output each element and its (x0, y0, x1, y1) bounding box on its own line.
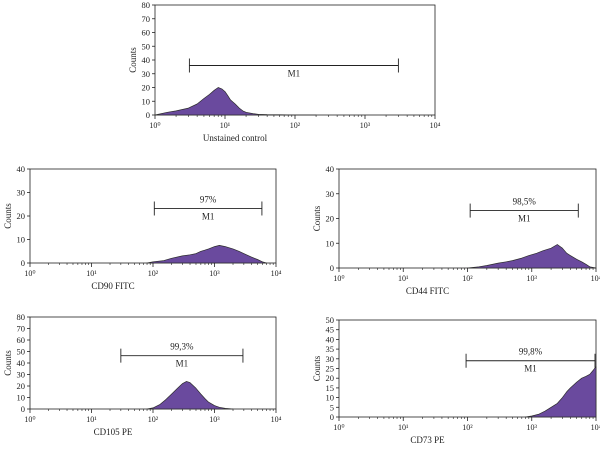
x-tick-label: 10³ (209, 269, 220, 278)
x-tick-label: 10² (290, 121, 301, 130)
y-tick-label: 70 (17, 324, 26, 334)
x-tick-label: 10⁰ (24, 415, 35, 424)
marker-label: M1 (524, 364, 537, 374)
y-tick-label: 50 (326, 315, 335, 325)
x-tick-label: 10¹ (398, 423, 409, 432)
y-tick-label: 40 (17, 358, 26, 368)
y-tick-label: 30 (326, 354, 335, 364)
marker-percent: 99,3% (170, 342, 194, 352)
marker-percent: 97% (200, 194, 217, 204)
y-tick-label: 10 (17, 393, 26, 403)
y-tick-label: 30 (17, 370, 26, 380)
x-tick-label: 10⁴ (430, 121, 441, 130)
x-axis-label: CD44 FITC (406, 286, 449, 296)
y-tick-label: 50 (142, 41, 151, 51)
x-tick-label: 10³ (527, 423, 538, 432)
x-axis-label: CD73 PE (410, 435, 445, 445)
marker-percent: 99,8% (519, 347, 543, 357)
y-tick-label: 20 (326, 214, 335, 224)
marker-label: M1 (288, 69, 301, 79)
x-tick-label: 10² (462, 274, 473, 283)
y-tick-label: 60 (17, 335, 26, 345)
y-tick-label: 20 (17, 381, 26, 391)
marker-label: M1 (176, 359, 189, 369)
histogram-area (525, 366, 597, 418)
x-tick-label: 10³ (527, 274, 538, 283)
plot-frame (154, 4, 436, 116)
x-tick-label: 10² (462, 423, 473, 432)
x-axis-label: Unstained control (203, 133, 268, 143)
x-tick-label: 10⁰ (24, 269, 35, 278)
x-tick-label: 10⁴ (591, 423, 600, 432)
y-tick-label: 60 (142, 28, 151, 38)
histogram-area (146, 381, 234, 410)
marker-label: M1 (202, 211, 215, 221)
y-axis-label: Counts (3, 203, 13, 229)
y-axis-label: Counts (312, 205, 322, 231)
y-axis-label: Counts (128, 47, 138, 73)
x-tick-label: 10¹ (86, 269, 97, 278)
histogram-area (146, 245, 267, 264)
y-tick-label: 30 (142, 69, 151, 79)
x-tick-label: 10⁴ (271, 269, 282, 278)
y-tick-label: 45 (326, 325, 335, 335)
x-tick-label: 10⁴ (591, 274, 600, 283)
histogram-panel-3: 0 10 20 30 40 10⁰ 10¹ 10² 10³ 10⁴ Counts CD44 FITC M… (312, 164, 600, 296)
y-tick-label: 70 (142, 14, 151, 24)
y-tick-label: 20 (326, 373, 335, 383)
x-tick-label: 10² (148, 415, 159, 424)
x-tick-label: 10³ (209, 415, 220, 424)
x-tick-label: 10¹ (220, 121, 231, 130)
y-tick-label: 10 (326, 393, 335, 403)
plot-frame (29, 168, 277, 264)
y-tick-label: 0 (146, 110, 150, 120)
y-tick-label: 30 (326, 189, 335, 199)
marker-label: M1 (518, 214, 531, 224)
histogram-area (154, 87, 317, 116)
y-tick-label: 0 (330, 263, 334, 273)
x-tick-label: 10⁰ (333, 423, 344, 432)
y-tick-label: 40 (142, 55, 151, 65)
y-tick-label: 80 (142, 0, 151, 10)
x-axis-label: CD90 FITC (91, 281, 134, 291)
x-axis-label: CD105 PE (94, 427, 133, 437)
x-tick-label: 10¹ (398, 274, 409, 283)
y-tick-label: 20 (17, 211, 26, 221)
x-tick-label: 10² (148, 269, 159, 278)
y-tick-label: 10 (326, 238, 335, 248)
y-tick-label: 10 (17, 235, 26, 245)
y-tick-label: 0 (21, 404, 25, 414)
y-tick-label: 20 (142, 83, 151, 93)
y-axis-label: Counts (3, 350, 13, 376)
plot-frame (29, 316, 277, 410)
y-tick-label: 10 (142, 96, 151, 106)
plot-frame (338, 319, 597, 418)
x-tick-label: 10⁰ (149, 121, 160, 130)
x-tick-label: 10³ (360, 121, 371, 130)
y-tick-label: 35 (326, 344, 335, 354)
y-axis-label: Counts (312, 355, 322, 381)
x-tick-label: 10¹ (86, 415, 97, 424)
histogram-panel-2: 0 10 20 30 40 10⁰ 10¹ 10² 10³ 10⁴ Counts CD90 FITC M… (3, 164, 282, 291)
y-tick-label: 30 (17, 188, 26, 198)
y-tick-label: 0 (21, 258, 25, 268)
y-tick-label: 15 (326, 383, 335, 393)
histogram-panel-1: 0 10 20 30 40 50 60 70 80 10⁰ 10¹ 10² 10³ 10⁴ Counts Un… (128, 0, 441, 143)
marker-percent: 98,5% (513, 197, 537, 207)
y-tick-label: 40 (326, 164, 335, 174)
x-tick-label: 10⁴ (271, 415, 282, 424)
y-tick-label: 25 (326, 364, 335, 374)
histogram-area (467, 244, 597, 269)
y-tick-label: 40 (326, 334, 335, 344)
y-tick-label: 40 (17, 164, 26, 174)
y-tick-label: 80 (17, 312, 26, 322)
y-tick-label: 0 (330, 412, 334, 422)
y-tick-label: 5 (330, 402, 334, 412)
x-tick-label: 10⁰ (333, 274, 344, 283)
y-tick-label: 50 (17, 347, 26, 357)
